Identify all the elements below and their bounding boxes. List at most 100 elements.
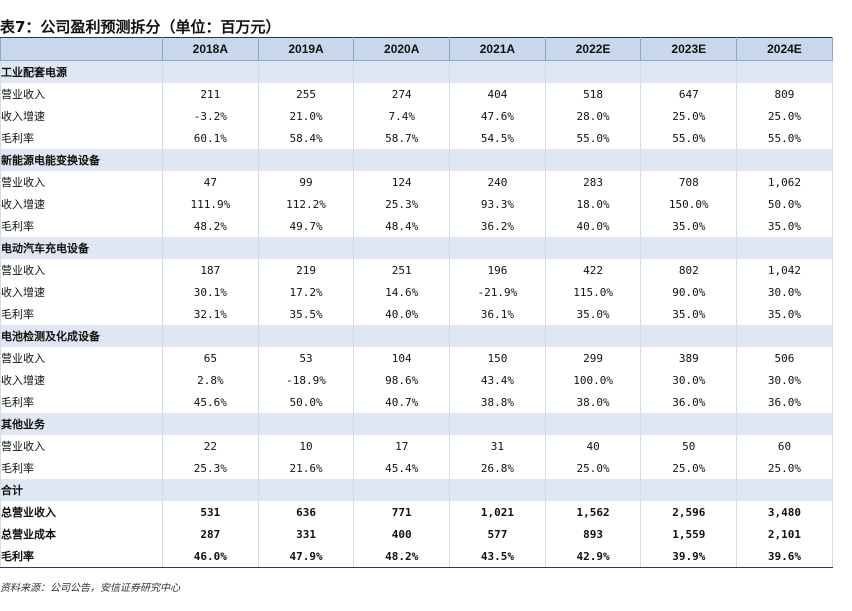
table-cell: 47.6% — [449, 105, 546, 127]
table-cell — [257, 237, 355, 259]
table-cell — [640, 237, 738, 259]
table-cell: 40 — [544, 435, 642, 457]
row-label: 营业收入 — [0, 435, 163, 457]
table-cell: 1,042 — [736, 259, 833, 281]
table-cell: 809 — [736, 83, 833, 105]
table-cell — [544, 237, 642, 259]
column-header: 2022E — [544, 37, 642, 61]
row-label: 毛利率 — [0, 391, 163, 413]
table-cell: 35.0% — [736, 215, 833, 237]
table-cell: 55.0% — [640, 127, 738, 149]
table-cell — [449, 237, 546, 259]
table-row: 收入增速 111.9% 112.2% 25.3% 93.3% 18.0% 150.0% 50.… — [0, 193, 833, 215]
table-cell: 150 — [449, 347, 546, 369]
column-header: 2020A — [353, 37, 451, 61]
table-cell — [162, 413, 259, 435]
table-cell: 274 — [353, 83, 451, 105]
table-cell — [544, 479, 642, 501]
table-cell: 211 — [162, 83, 259, 105]
table-cell — [449, 413, 546, 435]
column-header: 2019A — [257, 37, 355, 61]
table-cell: 14.6% — [353, 281, 451, 303]
table-cell: 43.4% — [449, 369, 546, 391]
table-cell — [544, 413, 642, 435]
row-label: 毛利率 — [0, 215, 163, 237]
table-cell: 58.4% — [257, 127, 355, 149]
table-cell: 42.9% — [544, 545, 642, 568]
table-row: 收入增速 30.1% 17.2% 14.6% -21.9% 115.0% 90.0% 30.0… — [0, 281, 833, 303]
table-cell: 240 — [449, 171, 546, 193]
table-cell: 60.1% — [162, 127, 259, 149]
table-cell — [736, 325, 833, 347]
row-label: 其他业务 — [0, 413, 163, 435]
table-cell: 100.0% — [544, 369, 642, 391]
table-cell: 1,062 — [736, 171, 833, 193]
table-cell: 47 — [162, 171, 259, 193]
table-cell: 54.5% — [449, 127, 546, 149]
table-cell: 404 — [449, 83, 546, 105]
table-cell: 25.3% — [353, 193, 451, 215]
table-cell: 36.2% — [449, 215, 546, 237]
table-cell — [640, 60, 738, 83]
table-cell — [353, 325, 451, 347]
table-cell: 28.0% — [544, 105, 642, 127]
table-cell: 150.0% — [640, 193, 738, 215]
table-cell: 55.0% — [544, 127, 642, 149]
row-label: 收入增速 — [0, 281, 163, 303]
table-cell: 35.0% — [640, 215, 738, 237]
table-cell: 25.0% — [736, 457, 833, 479]
header-corner — [0, 37, 163, 61]
table-cell: 299 — [544, 347, 642, 369]
table-cell — [640, 479, 738, 501]
table-cell: 187 — [162, 259, 259, 281]
table-cell — [353, 149, 451, 171]
table-cell: 531 — [162, 501, 259, 523]
table-cell: 40.0% — [353, 303, 451, 325]
table-row: 毛利率 45.6% 50.0% 40.7% 38.8% 38.0% 36.0% 36.0% — [0, 391, 833, 413]
table-cell: 30.0% — [640, 369, 738, 391]
table-cell: 26.8% — [449, 457, 546, 479]
table-cell: 893 — [544, 523, 642, 545]
total-row: 毛利率 46.0% 47.9% 48.2% 43.5% 42.9% 39.9% 39.6% — [0, 545, 833, 568]
table-cell: 518 — [544, 83, 642, 105]
section-row: 工业配套电源 — [0, 60, 833, 83]
table-cell: 36.0% — [640, 391, 738, 413]
table-cell: 25.0% — [544, 457, 642, 479]
table-cell: 802 — [640, 259, 738, 281]
section-row: 电池检测及化成设备 — [0, 325, 833, 347]
table-cell — [544, 149, 642, 171]
table-cell: 45.6% — [162, 391, 259, 413]
table-cell — [736, 413, 833, 435]
table-cell: 1,559 — [640, 523, 738, 545]
table-cell: 35.0% — [736, 303, 833, 325]
table-cell: 90.0% — [640, 281, 738, 303]
table-cell: -18.9% — [257, 369, 355, 391]
table-cell — [736, 237, 833, 259]
table-cell: 422 — [544, 259, 642, 281]
table-cell — [640, 413, 738, 435]
table-cell: 17.2% — [257, 281, 355, 303]
row-label: 营业收入 — [0, 171, 163, 193]
table-row: 毛利率 48.2% 49.7% 48.4% 36.2% 40.0% 35.0% 35.0% — [0, 215, 833, 237]
row-label: 收入增速 — [0, 369, 163, 391]
table-cell: 60 — [736, 435, 833, 457]
table-cell: 49.7% — [257, 215, 355, 237]
table-cell — [257, 149, 355, 171]
table-cell: 45.4% — [353, 457, 451, 479]
table-cell: 111.9% — [162, 193, 259, 215]
table-cell: 38.8% — [449, 391, 546, 413]
table-cell — [162, 479, 259, 501]
table-cell: 219 — [257, 259, 355, 281]
row-label: 营业收入 — [0, 347, 163, 369]
table-cell — [449, 149, 546, 171]
table-row: 毛利率 25.3% 21.6% 45.4% 26.8% 25.0% 25.0% 25.0% — [0, 457, 833, 479]
row-label: 电池检测及化成设备 — [0, 325, 163, 347]
table-cell: 46.0% — [162, 545, 259, 568]
row-label: 总营业成本 — [0, 523, 163, 545]
table-cell: 48.2% — [162, 215, 259, 237]
section-row: 合计 — [0, 479, 833, 501]
table-cell: 98.6% — [353, 369, 451, 391]
header-row: 2018A 2019A 2020A 2021A 2022E 2023E 2024… — [0, 37, 833, 61]
table-cell: 283 — [544, 171, 642, 193]
table-cell: 2,101 — [736, 523, 833, 545]
